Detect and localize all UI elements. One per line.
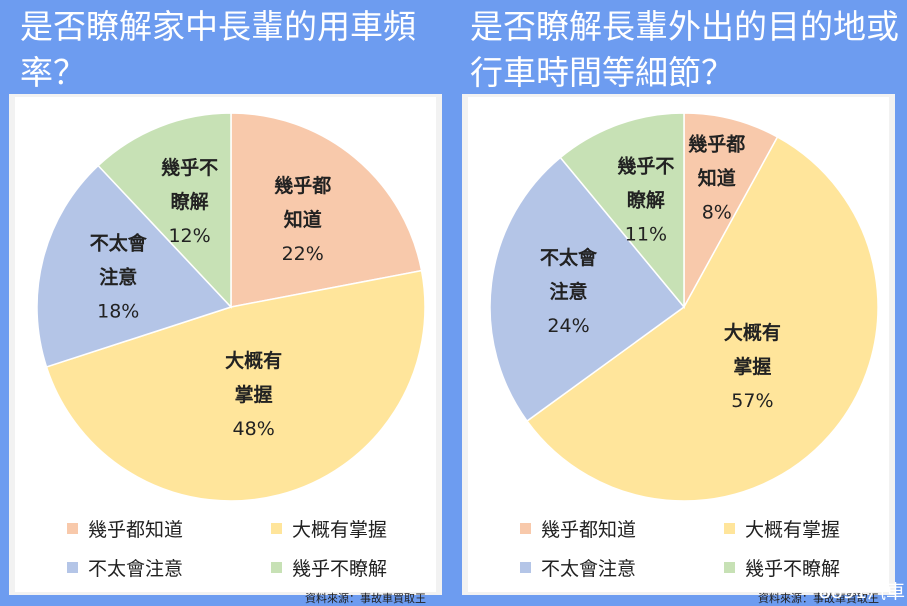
pie-slice-mostly [45,269,426,502]
pie-slice-know-all [683,112,779,308]
legend-label: 幾乎都知道 [541,519,637,541]
slice-value-label: 48% [233,418,275,440]
slice-value-label: 22% [282,243,324,265]
legend-item-mostly: 大概有掌握 [271,518,387,542]
source-note-right: 資料來源：事故車買取王 [758,592,879,605]
legend-label: 大概有掌握 [292,519,388,541]
slice-value-label: 57% [731,390,773,412]
chart-area-left: 幾乎都 知道 22% 大概有 掌握 48% 不太會 注意 18% 幾乎不 瞭解 12% 資料來源：事故… [15,97,436,605]
pie-slice-not-careful [489,156,686,423]
legend-label: 大概有掌握 [745,519,841,541]
pie-slice-hardly [97,112,232,309]
chart-panel-left: 幾乎都 知道 22% 大概有 掌握 48% 不太會 注意 18% 幾乎不 瞭解 12% 資料來源：事故… [9,94,442,605]
chart-title-right: 是否瞭解長輩外出的目的地或行車時間等細節？ [470,7,899,92]
legend-item-not-careful: 不太會注意 [67,557,183,581]
slice-value-label: 12% [168,225,210,247]
legend-swatch [271,523,282,534]
pie-chart-left: 幾乎都知道 22% 大概有掌握 48% 不太會注意 18% 幾乎不瞭解 12% [36,112,426,502]
slice-category-label: 注意 [99,266,137,289]
slice-value-label: 24% [547,315,589,337]
legend-label: 幾乎不瞭解 [745,558,841,580]
slice-category-label: 知道 [284,208,322,231]
legend-swatch [67,562,78,573]
slice-value-label: 18% [97,301,139,323]
slice-category-label: 大概有 [724,321,781,344]
slice-category-label: 幾乎都 [274,174,331,197]
slice-category-label: 不太會 [540,246,598,269]
slice-category-label: 注意 [550,280,588,303]
legend-item-not-careful: 不太會注意 [520,557,636,581]
legend-item-hardly: 幾乎不瞭解 [271,557,387,581]
legend-swatch [271,562,282,573]
legend-item-mostly: 大概有掌握 [724,518,840,542]
legend-swatch [724,562,735,573]
legend-label: 不太會注意 [541,558,637,580]
slice-category-label: 幾乎不 [161,156,218,179]
slice-value-label: 11% [625,224,667,246]
slice-category-label: 掌握 [733,355,771,378]
legend-label: 不太會注意 [88,558,184,580]
slice-category-label: 瞭解 [171,190,209,213]
slice-category-label: 知道 [698,167,736,190]
watermark-logo: 8891汽車 [818,581,905,603]
legend-item-know-all: 幾乎都知道 [520,518,636,542]
legend-label: 幾乎不瞭解 [292,558,388,580]
slice-category-label: 掌握 [235,383,273,406]
legend-item-hardly: 幾乎不瞭解 [724,557,840,581]
pie-chart-right: 幾乎都知道 8% 大概有掌握 57% 不太會注意 24% 幾乎不瞭解 11% [489,112,879,502]
slice-category-label: 瞭解 [627,189,665,212]
legend-swatch [520,562,531,573]
chart-panel-right: 幾乎都 知道 8% 大概有 掌握 57% 不太會 注意 24% 幾乎不 瞭解 11% 資料來源：事故車… [462,94,895,605]
slice-value-label: 8% [702,202,732,224]
slice-category-label: 大概有 [225,349,282,372]
pie-slice-know-all [230,112,423,308]
legend-label: 幾乎都知道 [88,519,184,541]
pie-slice-hardly [559,112,685,310]
legend-swatch [67,523,78,534]
slice-category-label: 幾乎都 [688,133,745,156]
chart-area-right: 幾乎都 知道 8% 大概有 掌握 57% 不太會 注意 24% 幾乎不 瞭解 11% 資料來源：事故車… [468,97,889,605]
legend-swatch [520,523,531,534]
pie-slice-not-careful [36,164,233,368]
pie-slice-mostly [526,135,879,502]
slice-category-label: 幾乎不 [617,155,674,178]
chart-title-left: 是否瞭解家中長輩的用車頻率？ [20,7,416,92]
slice-category-label: 不太會 [90,232,148,255]
legend-swatch [724,523,735,534]
legend-item-know-all: 幾乎都知道 [67,518,183,542]
source-note-left: 資料來源：事故車買取王 [305,592,426,605]
